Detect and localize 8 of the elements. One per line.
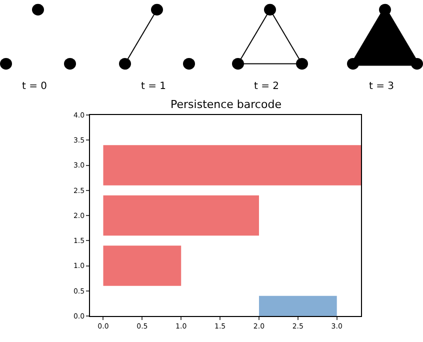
bar [103, 145, 361, 186]
bar [103, 246, 182, 286]
text: t = 2 [254, 81, 280, 92]
chart-title: Persistence barcode [170, 98, 282, 111]
text: t = 1 [141, 81, 166, 92]
bar [103, 195, 259, 236]
text: t = 0 [22, 81, 48, 92]
text: t = 3 [369, 81, 394, 92]
